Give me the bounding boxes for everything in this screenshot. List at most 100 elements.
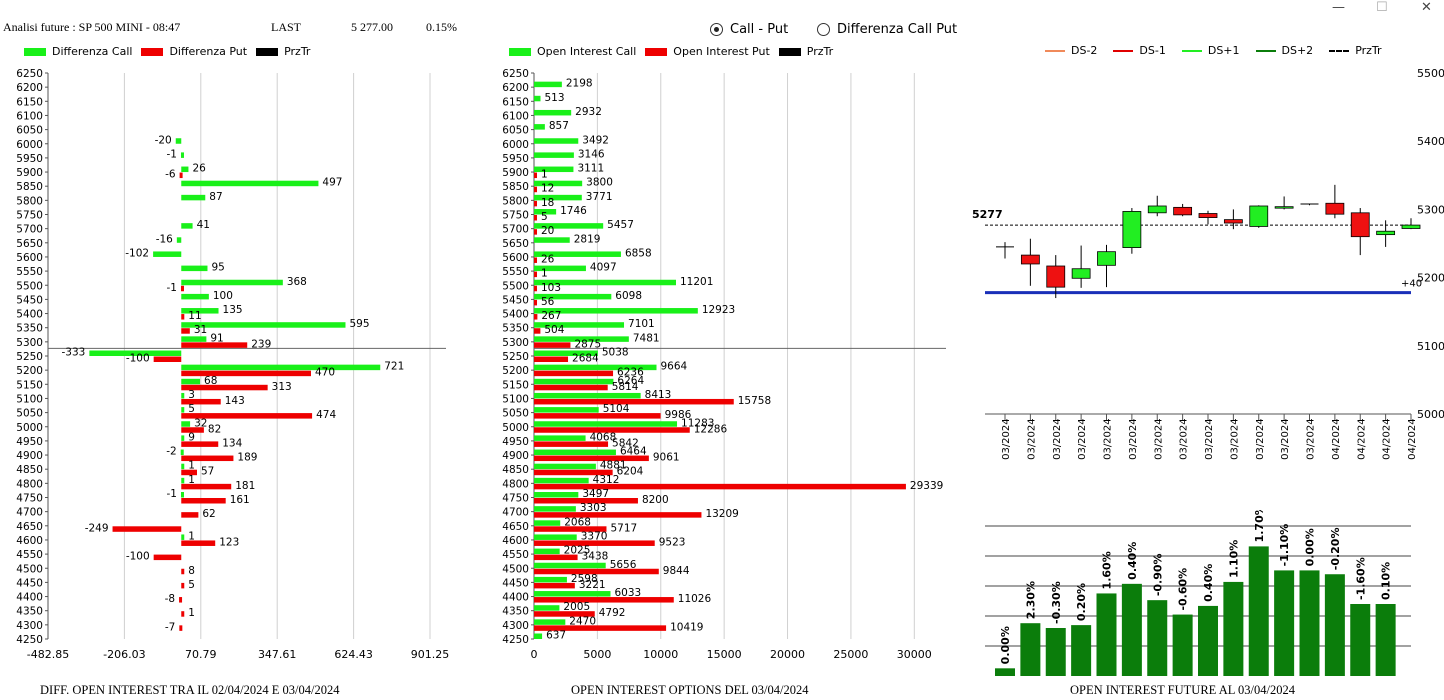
call-bar bbox=[534, 293, 612, 300]
call-value-label: 135 bbox=[223, 304, 243, 316]
call-value-label: 2819 bbox=[574, 233, 601, 245]
call-value-label: 3303 bbox=[580, 502, 607, 514]
future-oi-label: -0.60% bbox=[1177, 568, 1190, 611]
radio-difference[interactable]: Differenza Call Put bbox=[817, 22, 957, 37]
put-value-label: -1 bbox=[167, 282, 177, 294]
call-value-label: 6464 bbox=[620, 446, 647, 458]
radio-call-put[interactable]: Call - Put bbox=[710, 22, 788, 37]
put-bar bbox=[534, 299, 537, 306]
call-value-label: 3370 bbox=[581, 530, 608, 542]
call-bar bbox=[534, 605, 560, 611]
put-value-label: 11026 bbox=[678, 593, 712, 605]
strike-label: 4300 bbox=[16, 620, 43, 632]
strike-label: 5550 bbox=[502, 266, 529, 278]
date-label: 14/03/2024 bbox=[1026, 418, 1037, 460]
call-bar bbox=[181, 392, 185, 399]
put-bar bbox=[180, 285, 184, 292]
minimize-icon[interactable]: — bbox=[1332, 0, 1345, 15]
strike-label: 5550 bbox=[16, 266, 43, 278]
x-tick-label: 20000 bbox=[770, 648, 805, 661]
strike-label: 4550 bbox=[16, 549, 43, 561]
candle-down bbox=[1198, 213, 1218, 218]
put-value-label: 18 bbox=[541, 197, 554, 209]
strike-label: 4750 bbox=[502, 493, 529, 505]
call-value-label: 857 bbox=[549, 120, 569, 132]
future-oi-label: -1.60% bbox=[1354, 557, 1367, 600]
put-bar bbox=[181, 568, 185, 575]
call-value-label: 9664 bbox=[661, 361, 688, 373]
call-value-label: 5656 bbox=[610, 559, 637, 571]
call-value-label: 3771 bbox=[586, 191, 613, 203]
strike-label: 5750 bbox=[16, 210, 43, 222]
legend-item-ds+1: DS+1 bbox=[1181, 44, 1240, 57]
strike-label: 6200 bbox=[16, 82, 43, 94]
strike-label: 5800 bbox=[16, 195, 43, 207]
call-bar bbox=[181, 477, 185, 484]
put-value-label: -6 bbox=[165, 169, 176, 181]
call-bar bbox=[181, 293, 209, 300]
legend-item-prztr: PrzTr bbox=[256, 45, 310, 58]
put-bar bbox=[181, 483, 232, 490]
call-bar bbox=[534, 534, 577, 540]
date-label: 18/03/2024 bbox=[1077, 418, 1088, 460]
call-value-label: 3497 bbox=[582, 488, 609, 500]
last-pct: 0.15% bbox=[426, 20, 457, 34]
candle-up bbox=[1274, 206, 1294, 209]
close-icon[interactable]: ✕ bbox=[1421, 0, 1432, 15]
candle-up bbox=[1376, 230, 1396, 236]
candle-up bbox=[1147, 205, 1167, 214]
strike-label: 5250 bbox=[502, 351, 529, 363]
x-tick-label: 901.25 bbox=[411, 648, 450, 661]
put-value-label: 5 bbox=[188, 579, 195, 591]
strike-label: 4600 bbox=[502, 535, 529, 547]
strike-label: 4500 bbox=[502, 563, 529, 575]
prztr-value-label: 5277 bbox=[972, 208, 1003, 221]
put-value-label: -8 bbox=[165, 593, 175, 605]
maximize-icon[interactable]: ☐ bbox=[1376, 0, 1388, 15]
legend-item-put: Differenza Put bbox=[141, 45, 247, 58]
call-value-label: 4312 bbox=[593, 474, 620, 486]
strike-label: 5100 bbox=[16, 393, 43, 405]
future-oi-bar bbox=[1223, 581, 1244, 676]
put-value-label: 470 bbox=[315, 367, 335, 379]
put-value-label: 1 bbox=[541, 268, 548, 280]
future-oi-bar bbox=[1350, 604, 1371, 676]
strike-label: 5850 bbox=[502, 181, 529, 193]
put-bar bbox=[181, 540, 216, 546]
call-bar bbox=[534, 435, 586, 441]
strike-label: 5650 bbox=[16, 238, 43, 250]
date-label: 26/03/2024 bbox=[1229, 418, 1240, 460]
x-tick-label: 15000 bbox=[707, 648, 742, 661]
call-bar bbox=[534, 265, 586, 272]
put-value-label: 4792 bbox=[599, 607, 626, 619]
put-value-label: 9844 bbox=[663, 565, 690, 577]
call-value-label: -20 bbox=[155, 134, 172, 146]
x-tick-label: 624.43 bbox=[334, 648, 373, 661]
put-value-label: 5842 bbox=[612, 437, 639, 449]
put-value-label: 9061 bbox=[653, 452, 680, 464]
put-bar bbox=[181, 611, 185, 617]
call-bar bbox=[153, 251, 182, 257]
future-oi-label: 0.20% bbox=[1075, 583, 1088, 621]
put-value-label: 5814 bbox=[612, 381, 639, 393]
call-bar bbox=[181, 180, 319, 187]
call-bar bbox=[89, 350, 182, 356]
strike-label: 5150 bbox=[16, 379, 43, 391]
call-bar bbox=[181, 364, 381, 371]
put-bar bbox=[534, 328, 541, 334]
future-oi-label: 1.10% bbox=[1227, 540, 1240, 578]
strike-label: 4850 bbox=[502, 464, 529, 476]
put-bar bbox=[181, 427, 204, 433]
y-tick-label: 5100 bbox=[1417, 340, 1444, 353]
put-bar bbox=[534, 526, 607, 532]
y-tick-label: 5300 bbox=[1417, 203, 1444, 216]
call-value-label: 2598 bbox=[571, 573, 598, 585]
call-value-label: 5104 bbox=[603, 403, 630, 415]
put-bar bbox=[534, 512, 702, 518]
call-bar bbox=[534, 548, 560, 555]
put-value-label: 8 bbox=[188, 565, 195, 577]
legend-item-call: Differenza Call bbox=[24, 45, 132, 58]
call-bar bbox=[534, 152, 574, 158]
strike-label: 5400 bbox=[502, 309, 529, 321]
date-label: 03/04/2024 bbox=[1382, 418, 1393, 460]
